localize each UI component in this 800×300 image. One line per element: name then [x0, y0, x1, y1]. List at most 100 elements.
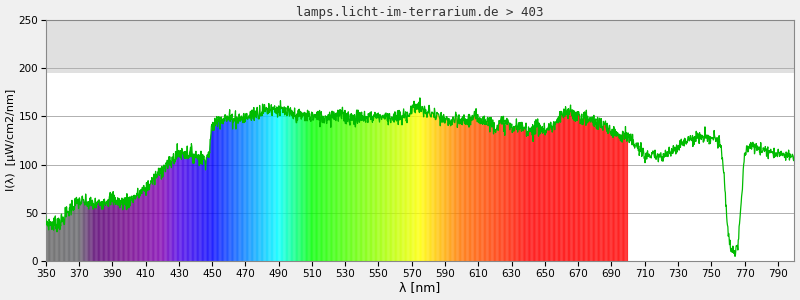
- Polygon shape: [74, 205, 75, 261]
- Polygon shape: [80, 201, 81, 261]
- Polygon shape: [269, 109, 270, 261]
- Polygon shape: [151, 181, 152, 261]
- Polygon shape: [510, 125, 511, 261]
- Polygon shape: [474, 114, 475, 261]
- Polygon shape: [412, 108, 413, 261]
- Polygon shape: [245, 117, 246, 261]
- Polygon shape: [479, 120, 480, 261]
- Polygon shape: [547, 128, 548, 261]
- Polygon shape: [55, 221, 56, 261]
- Polygon shape: [439, 117, 440, 261]
- Polygon shape: [333, 115, 334, 261]
- Polygon shape: [418, 107, 419, 261]
- Polygon shape: [531, 130, 532, 261]
- Polygon shape: [173, 159, 174, 261]
- Polygon shape: [464, 120, 465, 261]
- Polygon shape: [290, 112, 291, 261]
- Polygon shape: [93, 204, 94, 261]
- Polygon shape: [546, 129, 547, 261]
- Polygon shape: [141, 191, 142, 261]
- Polygon shape: [247, 118, 248, 261]
- Polygon shape: [364, 117, 365, 261]
- Polygon shape: [264, 108, 265, 261]
- Polygon shape: [91, 202, 92, 261]
- Polygon shape: [331, 116, 332, 261]
- Polygon shape: [600, 122, 601, 261]
- Polygon shape: [492, 123, 493, 261]
- Polygon shape: [332, 115, 333, 261]
- Polygon shape: [164, 168, 165, 261]
- Polygon shape: [526, 131, 527, 261]
- Polygon shape: [382, 116, 383, 261]
- Polygon shape: [411, 110, 412, 261]
- Polygon shape: [455, 116, 456, 261]
- Polygon shape: [178, 152, 179, 261]
- Polygon shape: [593, 121, 594, 261]
- Polygon shape: [263, 109, 264, 261]
- Polygon shape: [398, 116, 399, 261]
- Polygon shape: [138, 194, 139, 261]
- Polygon shape: [457, 118, 458, 261]
- Polygon shape: [139, 194, 140, 261]
- Polygon shape: [415, 108, 416, 261]
- Polygon shape: [57, 225, 58, 261]
- Polygon shape: [182, 153, 183, 261]
- Polygon shape: [148, 186, 149, 261]
- Polygon shape: [183, 153, 184, 261]
- Polygon shape: [350, 117, 351, 261]
- Polygon shape: [582, 120, 583, 261]
- Polygon shape: [88, 203, 89, 261]
- Polygon shape: [535, 126, 536, 261]
- Polygon shape: [459, 119, 460, 261]
- Polygon shape: [58, 223, 59, 261]
- Polygon shape: [577, 115, 578, 261]
- Polygon shape: [572, 113, 573, 261]
- Polygon shape: [365, 118, 366, 261]
- Polygon shape: [120, 202, 121, 261]
- Polygon shape: [54, 221, 55, 261]
- Polygon shape: [283, 110, 284, 261]
- Polygon shape: [444, 119, 445, 261]
- Polygon shape: [609, 128, 610, 261]
- Polygon shape: [116, 202, 117, 261]
- Polygon shape: [446, 118, 447, 261]
- Polygon shape: [481, 122, 482, 261]
- Polygon shape: [385, 115, 386, 261]
- Polygon shape: [56, 224, 57, 261]
- Polygon shape: [117, 202, 118, 261]
- Polygon shape: [203, 158, 204, 261]
- Polygon shape: [601, 122, 602, 261]
- Polygon shape: [240, 118, 242, 261]
- Polygon shape: [193, 157, 194, 261]
- Polygon shape: [440, 119, 441, 261]
- Polygon shape: [578, 114, 579, 261]
- Polygon shape: [603, 124, 604, 261]
- Polygon shape: [537, 125, 538, 261]
- Polygon shape: [205, 161, 206, 261]
- Polygon shape: [276, 110, 277, 261]
- Polygon shape: [163, 169, 164, 261]
- Polygon shape: [592, 120, 593, 261]
- Polygon shape: [258, 114, 259, 261]
- Polygon shape: [451, 122, 452, 261]
- Polygon shape: [480, 121, 481, 261]
- Polygon shape: [312, 116, 313, 261]
- Polygon shape: [570, 110, 571, 261]
- Polygon shape: [49, 222, 50, 261]
- Polygon shape: [536, 125, 537, 261]
- Polygon shape: [133, 198, 134, 261]
- Polygon shape: [268, 109, 269, 261]
- Polygon shape: [484, 120, 485, 261]
- Polygon shape: [63, 220, 64, 261]
- Polygon shape: [271, 110, 272, 261]
- Polygon shape: [250, 114, 251, 261]
- Polygon shape: [458, 119, 459, 261]
- Polygon shape: [566, 111, 567, 261]
- Polygon shape: [425, 110, 426, 261]
- Polygon shape: [476, 115, 477, 261]
- Polygon shape: [355, 119, 356, 261]
- Polygon shape: [445, 119, 446, 261]
- Polygon shape: [548, 127, 549, 261]
- Polygon shape: [523, 128, 524, 261]
- Polygon shape: [67, 211, 68, 261]
